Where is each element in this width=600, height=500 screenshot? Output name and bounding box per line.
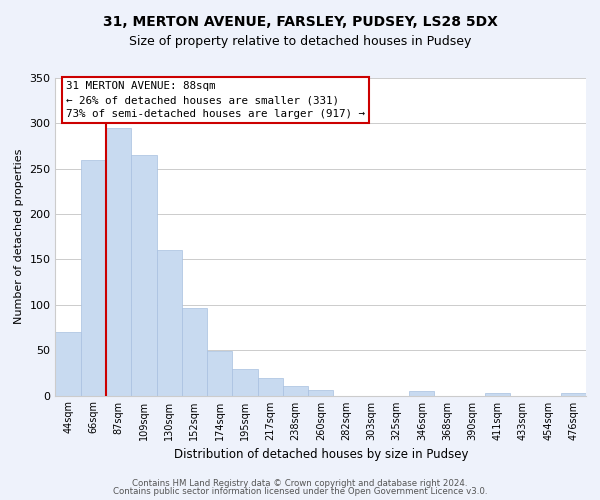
Bar — [182, 308, 207, 396]
Y-axis label: Number of detached properties: Number of detached properties — [14, 149, 24, 324]
Text: 31 MERTON AVENUE: 88sqm
← 26% of detached houses are smaller (331)
73% of semi-d: 31 MERTON AVENUE: 88sqm ← 26% of detache… — [66, 81, 365, 119]
Bar — [257, 378, 283, 396]
Bar — [561, 393, 586, 396]
Bar — [283, 386, 308, 396]
Bar — [81, 160, 106, 396]
Bar — [409, 391, 434, 396]
Bar — [106, 128, 131, 396]
X-axis label: Distribution of detached houses by size in Pudsey: Distribution of detached houses by size … — [173, 448, 468, 461]
Text: Contains public sector information licensed under the Open Government Licence v3: Contains public sector information licen… — [113, 487, 487, 496]
Text: Contains HM Land Registry data © Crown copyright and database right 2024.: Contains HM Land Registry data © Crown c… — [132, 478, 468, 488]
Bar — [55, 332, 81, 396]
Text: Size of property relative to detached houses in Pudsey: Size of property relative to detached ho… — [129, 35, 471, 48]
Bar — [485, 393, 510, 396]
Bar — [207, 351, 232, 396]
Text: 31, MERTON AVENUE, FARSLEY, PUDSEY, LS28 5DX: 31, MERTON AVENUE, FARSLEY, PUDSEY, LS28… — [103, 15, 497, 29]
Bar — [157, 250, 182, 396]
Bar — [131, 155, 157, 396]
Bar — [232, 369, 257, 396]
Bar — [308, 390, 334, 396]
